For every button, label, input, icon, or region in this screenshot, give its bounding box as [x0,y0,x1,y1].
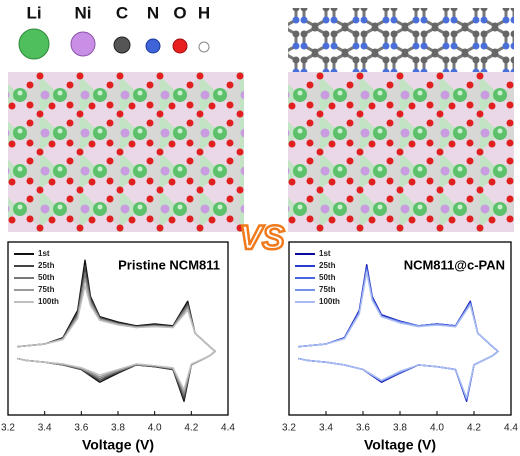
x-tick-label: 3.4 [319,423,333,434]
pan-layer [288,8,514,80]
x-axis-label: Voltage (V) [82,437,154,453]
atom-label: Ni [75,3,92,22]
x-tick-label: 3.4 [38,423,52,434]
atom-label: O [173,3,186,22]
cv-curve [17,285,216,391]
legend-label: 50th [319,273,336,282]
legend-label: 1st [38,249,50,258]
atom-c [113,36,131,54]
legend-label: 50th [38,273,55,282]
x-tick-label: 4.2 [184,423,198,434]
atom-n [145,38,161,54]
legend-label: 25th [38,261,55,270]
atom-h [198,41,210,53]
pristine-structure [8,72,244,232]
x-tick-label: 4.2 [467,423,481,434]
x-tick-label: 3.6 [74,423,88,434]
chart-title: NCM811@c-PAN [404,257,505,272]
x-tick-label: 4.4 [504,423,518,434]
atom-label: N [147,3,159,22]
vs-label: VS [239,219,285,257]
atom-label: C [116,3,128,22]
atom-legend [18,28,210,60]
atom-ni [70,31,96,57]
cv-curve [298,271,499,399]
x-axis-label: Voltage (V) [364,437,436,453]
cv-curve [17,277,216,393]
legend-label: 75th [38,285,55,294]
x-tick-label: 3.6 [356,423,370,434]
x-tick-label: 4.0 [148,423,162,434]
atom-label: Li [26,3,41,22]
legend-label: 100th [319,297,340,306]
legend-label: 25th [319,261,336,270]
x-tick-label: 4.0 [430,423,444,434]
x-tick-label: 3.8 [393,423,407,434]
x-tick-label: 3.2 [1,423,15,434]
atom-label: H [198,3,210,22]
legend-label: 100th [38,297,59,306]
atom-li [18,28,50,60]
legend-label: 75th [319,285,336,294]
coated-structure [288,72,514,232]
x-tick-label: 4.4 [221,423,235,434]
chart-title: Pristine NCM811 [118,257,220,272]
legend-label: 1st [319,249,331,258]
x-tick-label: 3.8 [111,423,125,434]
x-tick-label: 3.2 [282,423,296,434]
atom-o [172,38,188,54]
